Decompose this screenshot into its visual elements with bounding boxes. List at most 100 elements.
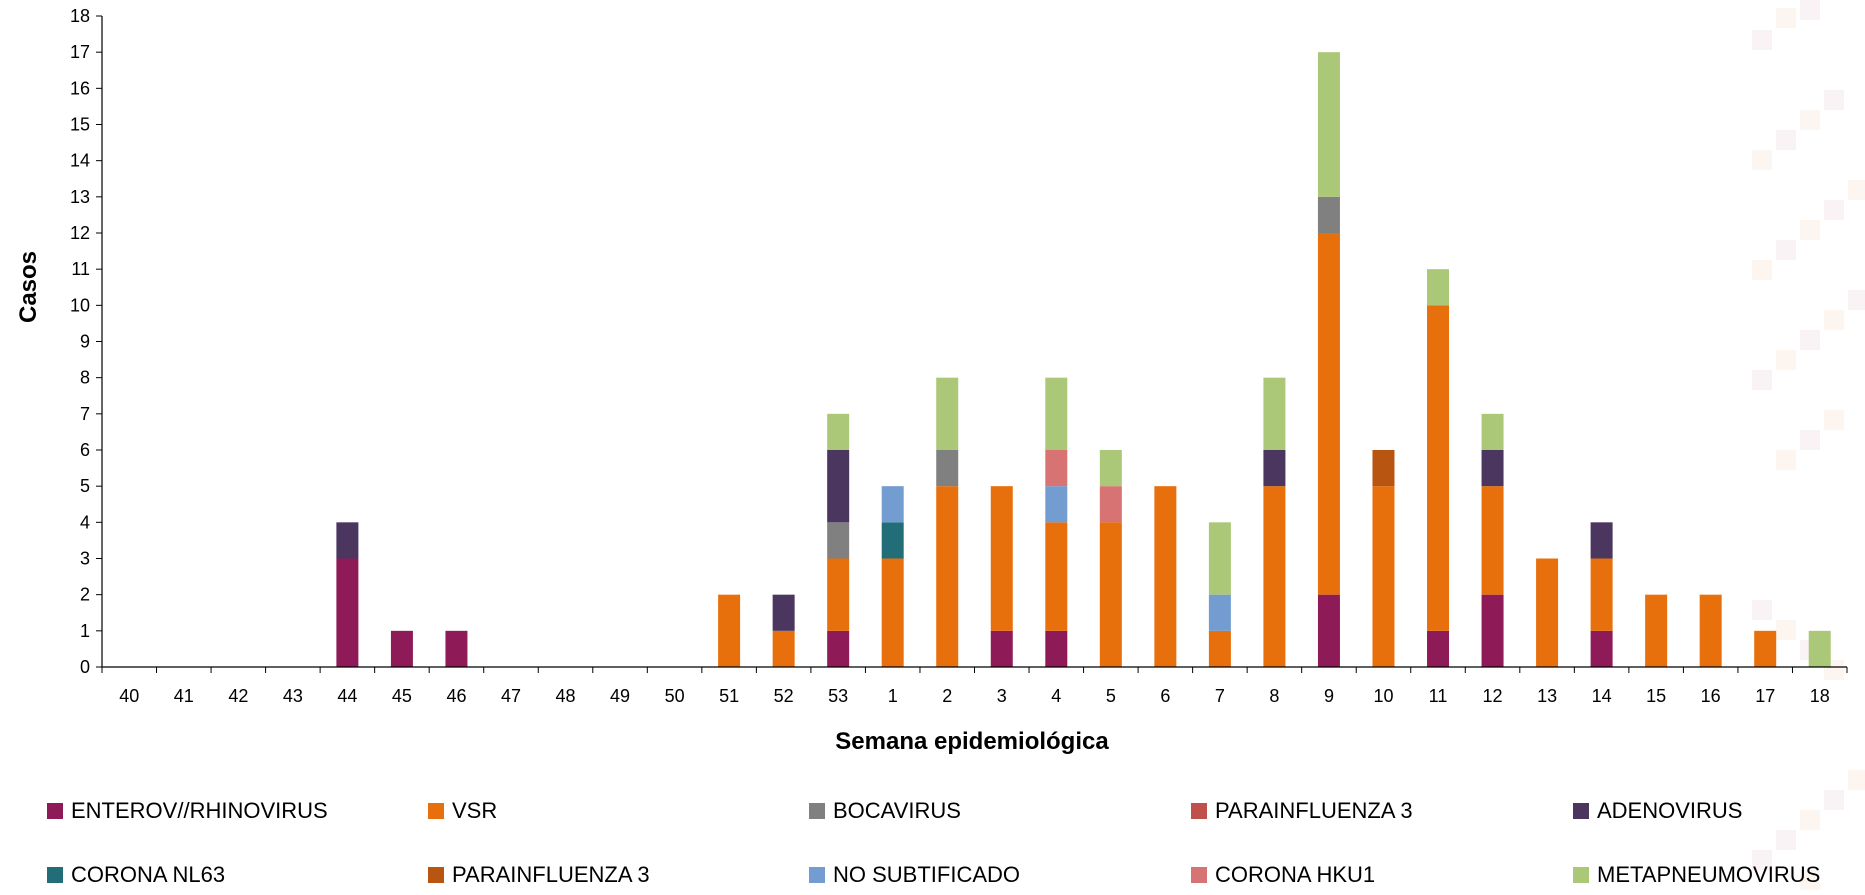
bar-segment: [1754, 630, 1777, 667]
x-tick-label: 45: [392, 686, 412, 706]
y-tick-label: 16: [70, 78, 90, 98]
decor-square: [1800, 810, 1820, 830]
bar-segment: [1099, 450, 1122, 487]
x-tick-label: 40: [119, 686, 139, 706]
decor-square: [1752, 150, 1772, 170]
bar-segment: [772, 630, 795, 667]
y-tick-label: 3: [80, 549, 90, 569]
decor-square: [1824, 200, 1844, 220]
bar-segment: [718, 594, 741, 667]
decor-square: [1824, 310, 1844, 330]
y-tick-label: 12: [70, 223, 90, 243]
legend-label: ADENOVIRUS: [1597, 798, 1742, 823]
y-tick-label: 15: [70, 115, 90, 135]
y-tick-label: 1: [80, 621, 90, 641]
bar-segment: [1645, 594, 1668, 667]
x-tick-label: 7: [1215, 686, 1225, 706]
bar-segment: [1536, 558, 1559, 667]
decor-square: [1800, 870, 1820, 890]
bar-segment: [445, 630, 468, 667]
x-tick-label: 10: [1373, 686, 1393, 706]
legend-swatch: [1191, 803, 1207, 819]
y-tick-label: 5: [80, 476, 90, 496]
decor-square: [1752, 30, 1772, 50]
decor-square: [1776, 620, 1796, 640]
x-tick-label: 46: [446, 686, 466, 706]
x-tick-label: 5: [1106, 686, 1116, 706]
legend-label: PARAINFLUENZA 3: [1215, 798, 1413, 823]
bar-segment: [936, 450, 959, 487]
bar-segment: [1317, 196, 1340, 233]
x-tick-label: 9: [1324, 686, 1334, 706]
x-tick-label: 48: [556, 686, 576, 706]
decor-square: [1848, 770, 1865, 790]
decor-square: [1752, 260, 1772, 280]
x-tick-label: 42: [228, 686, 248, 706]
legend-label: METAPNEUMOVIRUS: [1597, 862, 1820, 887]
decor-square: [1776, 8, 1796, 28]
x-tick-label: 15: [1646, 686, 1666, 706]
decor-square: [1800, 110, 1820, 130]
decor-square: [1824, 410, 1844, 430]
bar-segment: [1481, 486, 1504, 595]
bar-segment: [1590, 558, 1613, 631]
y-tick-label: 10: [70, 295, 90, 315]
legend-swatch: [47, 867, 63, 883]
y-axis-title: Casos: [15, 251, 42, 323]
y-tick-label: 9: [80, 332, 90, 352]
x-tick-label: 1: [888, 686, 898, 706]
x-tick-label: 17: [1755, 686, 1775, 706]
bar-segment: [1427, 305, 1450, 631]
bar-segment: [1481, 594, 1504, 667]
x-tick-label: 6: [1160, 686, 1170, 706]
legend-label: ENTEROV//RHINOVIRUS: [71, 798, 328, 823]
x-tick-label: 43: [283, 686, 303, 706]
bar-segment: [1317, 233, 1340, 595]
decor-square: [1752, 850, 1772, 870]
decor-square: [1848, 290, 1865, 310]
bar-segment: [390, 630, 413, 667]
x-tick-label: 53: [828, 686, 848, 706]
bar-segment: [1481, 450, 1504, 487]
y-tick-label: 6: [80, 440, 90, 460]
decor-square: [1752, 600, 1772, 620]
x-tick-label: 4: [1051, 686, 1061, 706]
x-tick-label: 18: [1810, 686, 1830, 706]
legend-swatch: [1573, 867, 1589, 883]
legend-label: PARAINFLUENZA 3: [452, 862, 650, 887]
legend-swatch: [47, 803, 63, 819]
x-tick-label: 51: [719, 686, 739, 706]
bar-segment: [1099, 486, 1122, 523]
bar-segment: [1590, 630, 1613, 667]
legend-swatch: [809, 867, 825, 883]
decor-square: [1776, 830, 1796, 850]
bar-segment: [1263, 486, 1286, 667]
bar-segment: [1699, 594, 1722, 667]
x-tick-label: 49: [610, 686, 630, 706]
y-tick-label: 7: [80, 404, 90, 424]
bar-segment: [336, 558, 359, 667]
y-tick-label: 8: [80, 368, 90, 388]
y-tick-label: 13: [70, 187, 90, 207]
decor-square: [1776, 450, 1796, 470]
decor-square: [1776, 350, 1796, 370]
bar-segment: [336, 522, 359, 559]
bars-layer: [336, 52, 1831, 667]
x-tick-label: 44: [337, 686, 357, 706]
bar-segment: [1045, 522, 1068, 631]
y-tick-label: 2: [80, 585, 90, 605]
bar-segment: [1372, 486, 1395, 667]
decorative-pattern: [1752, 0, 1865, 890]
x-tick-label: 52: [774, 686, 794, 706]
bar-segment: [1808, 630, 1831, 667]
bar-segment: [990, 630, 1013, 667]
x-tick-label: 2: [942, 686, 952, 706]
bar-segment: [1099, 522, 1122, 667]
x-tick-label: 50: [665, 686, 685, 706]
bar-segment: [1263, 377, 1286, 450]
x-tick-label: 8: [1269, 686, 1279, 706]
bar-segment: [1045, 377, 1068, 450]
x-tick-label: 14: [1592, 686, 1612, 706]
legend-label: CORONA HKU1: [1215, 862, 1375, 887]
